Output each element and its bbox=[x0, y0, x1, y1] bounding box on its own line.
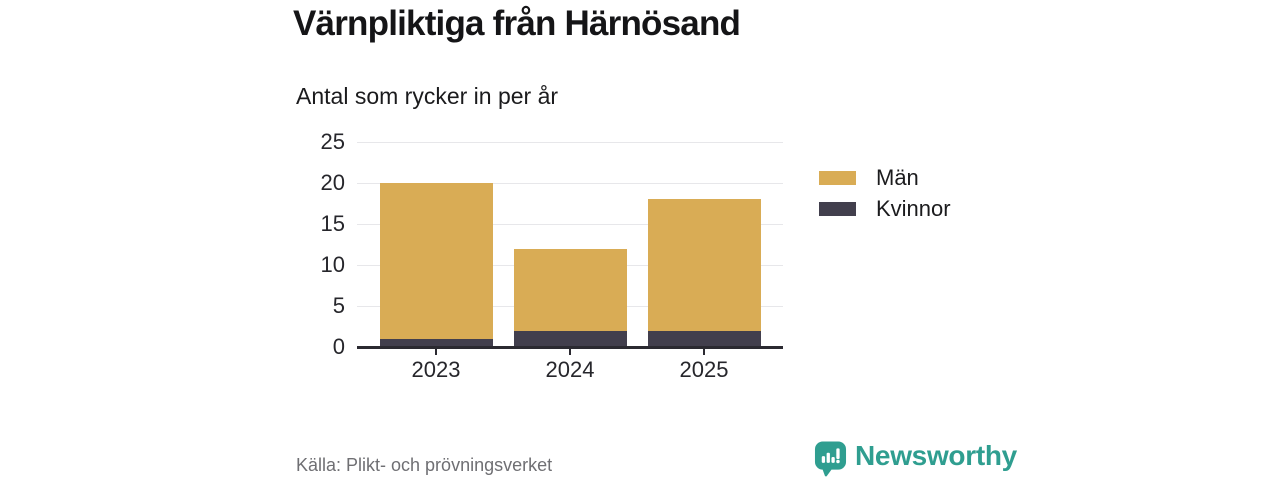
y-axis-label-0: 0 bbox=[332, 334, 345, 359]
y-axis-label-15: 15 bbox=[320, 211, 345, 236]
legend-label-man: Män bbox=[876, 164, 919, 190]
bar-kvinnor-2025 bbox=[647, 330, 761, 347]
x-axis-tick-2023 bbox=[435, 348, 437, 355]
chart-title: Värnpliktiga från Härnösand bbox=[293, 4, 741, 43]
bar-man-2023 bbox=[379, 183, 493, 339]
source-note: Källa: Plikt- och prövningsverket bbox=[296, 455, 553, 475]
gridline-20 bbox=[357, 182, 783, 184]
legend: Män Kvinnor bbox=[819, 162, 951, 224]
legend-swatch-man bbox=[819, 170, 856, 185]
bar-man-2024 bbox=[513, 248, 627, 331]
x-axis-tick-2024 bbox=[569, 348, 571, 355]
bar-man-2025 bbox=[647, 199, 761, 331]
brand-name: Newsworthy bbox=[855, 440, 1017, 471]
x-axis-label-2023: 2023 bbox=[411, 357, 461, 382]
x-axis-line bbox=[357, 345, 783, 349]
y-axis-label-25: 25 bbox=[320, 129, 345, 154]
legend-item-kvinnor: Kvinnor bbox=[819, 193, 951, 224]
x-axis-label-2024: 2024 bbox=[545, 357, 595, 382]
legend-label-kvinnor: Kvinnor bbox=[876, 195, 951, 221]
legend-swatch-kvinnor bbox=[819, 201, 856, 216]
y-axis-label-10: 10 bbox=[320, 252, 345, 277]
y-axis-label-20: 20 bbox=[320, 170, 345, 195]
bar-kvinnor-2023 bbox=[379, 338, 493, 347]
x-axis-label-2025: 2025 bbox=[679, 357, 729, 382]
newsworthy-logo-icon bbox=[814, 441, 847, 477]
gridline-15 bbox=[357, 223, 783, 225]
legend-item-man: Män bbox=[819, 162, 951, 193]
bar-kvinnor-2024 bbox=[513, 330, 627, 347]
y-axis-label-5: 5 bbox=[332, 293, 345, 318]
brand-logo: Newsworthy bbox=[814, 440, 1017, 478]
x-axis-tick-2025 bbox=[703, 348, 705, 355]
gridline-25 bbox=[357, 141, 783, 143]
chart-subtitle: Antal som rycker in per år bbox=[296, 83, 559, 109]
